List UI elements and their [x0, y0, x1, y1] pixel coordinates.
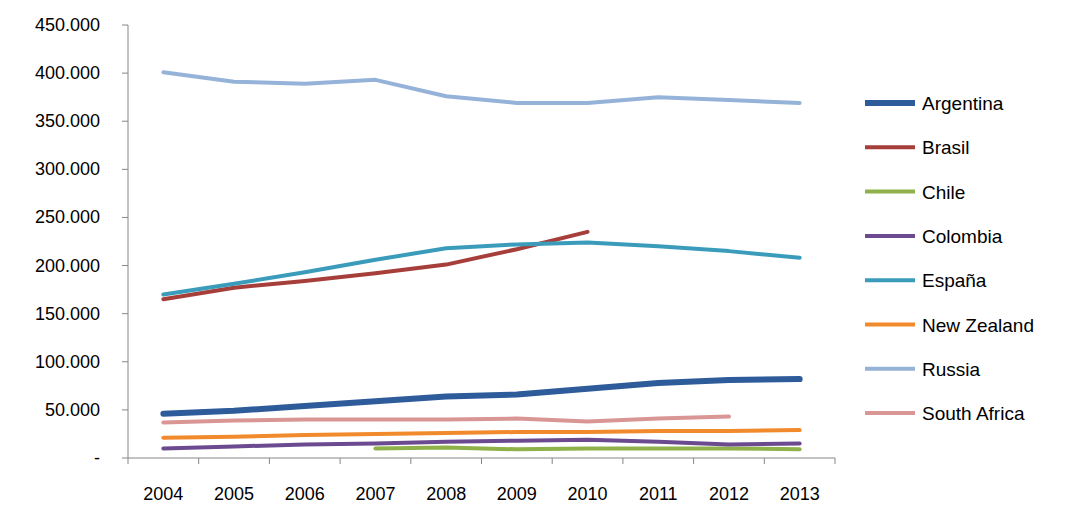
legend-label: Russia — [922, 359, 981, 380]
x-tick-label: 2007 — [355, 484, 395, 504]
legend-label: Chile — [922, 182, 965, 203]
x-tick — [340, 458, 341, 464]
y-tick — [122, 409, 128, 410]
y-tick — [122, 169, 128, 170]
series-line — [163, 440, 799, 449]
y-tick — [122, 217, 128, 218]
legend-swatch — [865, 190, 915, 194]
legend-swatch — [865, 411, 915, 415]
y-tick-label: 250.000 — [35, 207, 100, 227]
y-tick — [122, 265, 128, 266]
x-tick-label: 2008 — [426, 484, 466, 504]
x-tick — [128, 458, 129, 464]
series-line — [163, 417, 729, 423]
y-tick-label: 200.000 — [35, 256, 100, 276]
y-tick — [122, 73, 128, 74]
x-tick-label: 2004 — [143, 484, 183, 504]
y-tick-label: 400.000 — [35, 63, 100, 83]
plot-lines — [163, 72, 799, 449]
y-tick-label: 150.000 — [35, 304, 100, 324]
y-tick-label: 350.000 — [35, 111, 100, 131]
y-tick — [122, 121, 128, 122]
x-tick — [693, 458, 694, 464]
x-tick-label: 2012 — [709, 484, 749, 504]
legend-label: Argentina — [922, 93, 1004, 114]
y-tick-label: 50.000 — [45, 400, 100, 420]
y-axis — [128, 25, 129, 458]
legend-swatch — [865, 100, 915, 106]
x-tick-label: 2013 — [780, 484, 820, 504]
series-line — [163, 430, 799, 438]
legend-label: South Africa — [922, 403, 1025, 424]
series-line — [375, 447, 799, 449]
x-tick-label: 2011 — [639, 484, 678, 504]
series-line — [163, 379, 799, 414]
legend-swatch — [865, 234, 915, 238]
x-tick-label: 2009 — [497, 484, 537, 504]
legend-swatch — [865, 367, 915, 371]
series-line — [163, 72, 799, 103]
legend-swatch — [865, 323, 915, 327]
x-tick — [622, 458, 623, 464]
chart: - 50.000 100.000 150.000 200.000 250.000 300.0… — [0, 0, 1076, 517]
y-tick — [122, 313, 128, 314]
x-tick-label: 2005 — [214, 484, 254, 504]
legend-swatch — [865, 145, 915, 149]
x-tick-label: 2006 — [285, 484, 325, 504]
x-tick — [410, 458, 411, 464]
y-tick-label: 450.000 — [35, 15, 100, 35]
legend-label: Colombia — [922, 226, 1003, 247]
y-tick-label: 300.000 — [35, 159, 100, 179]
y-tick-label: 100.000 — [35, 352, 100, 372]
legend-label: Brasil — [922, 137, 970, 158]
series-line — [163, 242, 799, 294]
y-tick — [122, 458, 128, 459]
legend-label: España — [922, 270, 987, 291]
y-tick — [122, 361, 128, 362]
x-tick — [198, 458, 199, 464]
y-tick — [122, 25, 128, 26]
x-tick — [835, 458, 836, 464]
x-tick-label: 2010 — [568, 484, 608, 504]
legend-swatch — [865, 278, 915, 282]
x-tick — [552, 458, 553, 464]
x-tick — [764, 458, 765, 464]
x-tick — [481, 458, 482, 464]
series-line — [163, 232, 587, 299]
y-tick-label: - — [94, 448, 100, 468]
x-tick — [269, 458, 270, 464]
legend-label: New Zealand — [922, 315, 1034, 336]
